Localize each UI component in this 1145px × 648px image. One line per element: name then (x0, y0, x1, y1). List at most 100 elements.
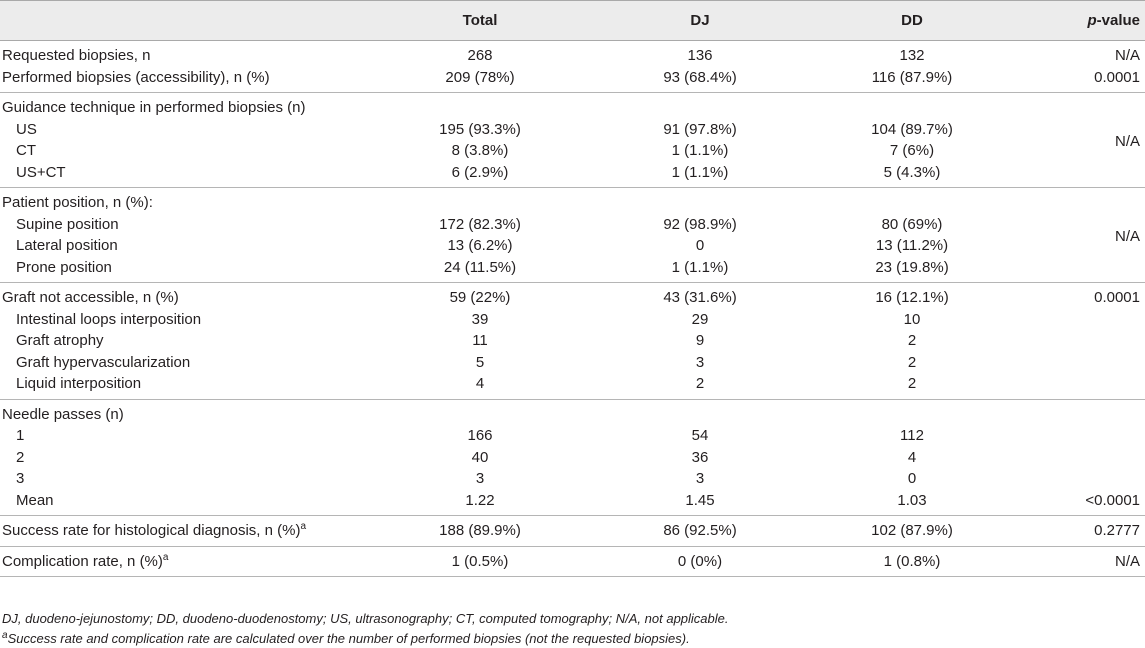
cell-p-value: N/A (1114, 552, 1140, 570)
row-label: Requested biopsies, n (2, 47, 151, 64)
cell-dj: 3 (695, 353, 705, 371)
cell-dd: 116 (87.9%) (871, 68, 953, 86)
cell-dd: 102 (87.9%) (871, 522, 953, 539)
cell-p-value: <0.0001 (1085, 491, 1140, 509)
cell-total: 1.22 (465, 491, 495, 509)
table-row: Lateral position 13 (6.2%) 0 13 (11.2%) (0, 235, 1145, 257)
row-label: Graft hypervascularization (16, 353, 191, 371)
cell-dd: 7 (6%) (889, 142, 935, 159)
cell-dd: 2 (907, 353, 917, 371)
table-row: Success rate for histological diagnosis,… (0, 520, 1145, 542)
header-total: Total (462, 12, 498, 29)
cell-dd: 5 (4.3%) (883, 163, 941, 181)
table-row: Intestinal loops interposition 39 29 10 (0, 309, 1145, 331)
table-row: Patient position, n (%): (0, 192, 1145, 214)
cell-total: 195 (93.3%) (439, 120, 521, 138)
row-group: Graft not accessible, n (%) 59 (22%) 43 (3… (0, 283, 1145, 400)
row-label: 3 (16, 470, 25, 487)
row-label: US (16, 120, 37, 138)
cell-total: 13 (6.2%) (447, 237, 513, 254)
cell-dj: 91 (97.8%) (663, 120, 737, 138)
cell-dj: 1 (1.1%) (671, 163, 729, 181)
cell-dd: 1 (0.8%) (883, 552, 941, 570)
table-row: Guidance technique in performed biopsies… (0, 97, 1145, 119)
cell-total: 6 (2.9%) (451, 163, 509, 181)
merged-p-value: N/A (1114, 228, 1140, 245)
cell-dj: 36 (691, 448, 709, 466)
table-row: 1 166 54 112 (0, 425, 1145, 447)
row-group: Needle passes (n) 1 166 54 112 2 40 36 4 3 3 3 0 Mean… (0, 400, 1145, 516)
table-row: Requested biopsies, n 268 136 132 N/A (0, 45, 1145, 67)
row-label: Lateral position (16, 237, 118, 254)
header-dd: DD (901, 12, 923, 29)
cell-dd: 0 (907, 470, 917, 487)
footnote-marker: a (300, 521, 307, 532)
table-row: 3 3 3 0 (0, 468, 1145, 490)
cell-dd: 10 (903, 310, 921, 328)
cell-total: 11 (472, 332, 488, 349)
row-label: Graft atrophy (16, 332, 104, 349)
table-body: Requested biopsies, n 268 136 132 N/A Perform… (0, 41, 1145, 577)
cell-dd: 2 (907, 375, 917, 392)
row-label: Mean (16, 491, 54, 509)
cell-dj: 29 (691, 310, 709, 328)
cell-dd: 1.03 (897, 491, 927, 509)
cell-p-value: 0.2777 (1094, 522, 1140, 539)
cell-dd: 112 (900, 427, 924, 444)
cell-dd: 104 (89.7%) (871, 120, 953, 138)
cell-total: 166 (467, 427, 493, 444)
table-row: US+CT 6 (2.9%) 1 (1.1%) 5 (4.3%) (0, 162, 1145, 184)
cell-dd: 4 (907, 448, 917, 466)
row-label: 2 (16, 448, 25, 466)
row-label: Intestinal loops interposition (16, 310, 202, 328)
cell-total: 5 (475, 353, 485, 371)
row-label: Success rate for histological diagnosis,… (2, 521, 307, 540)
cell-dj: 2 (695, 375, 705, 392)
cell-total: 8 (3.8%) (451, 142, 509, 159)
cell-total: 1 (0.5%) (451, 552, 509, 570)
cell-dj: 136 (687, 47, 713, 64)
cell-total: 268 (467, 47, 493, 64)
table-row: Graft hypervascularization 5 3 2 (0, 352, 1145, 374)
row-group: Requested biopsies, n 268 136 132 N/A Perform… (0, 41, 1145, 93)
row-label: Liquid interposition (16, 375, 142, 392)
cell-dd: 2 (907, 332, 917, 349)
cell-dd: 132 (899, 47, 925, 64)
cell-dj: 93 (68.4%) (663, 68, 737, 86)
cell-total: 172 (82.3%) (439, 215, 521, 233)
row-label: 1 (16, 427, 25, 444)
table-row: Complication rate, n (%)a 1 (0.5%) 0 (0%) 1… (0, 551, 1145, 573)
row-label: Guidance technique in performed biopsies… (2, 99, 306, 116)
row-label: US+CT (16, 163, 66, 181)
table-row: Graft not accessible, n (%) 59 (22%) 43 (3… (0, 287, 1145, 309)
cell-total: 188 (89.9%) (439, 522, 521, 539)
cell-dj: 1 (1.1%) (671, 258, 729, 276)
cell-p-value: 0.0001 (1094, 289, 1140, 306)
row-group: Guidance technique in performed biopsies… (0, 93, 1145, 188)
cell-dj: 92 (98.9%) (663, 215, 737, 233)
cell-dj: 1 (1.1%) (671, 142, 729, 159)
table-header: Total DJ DD p-value (0, 0, 1145, 41)
row-label: Performed biopsies (accessibility), n (%… (2, 68, 270, 86)
row-label: Needle passes (n) (2, 405, 124, 423)
cell-dj: 9 (695, 332, 705, 349)
header-dj: DJ (690, 12, 710, 29)
cell-dd: 13 (11.2%) (875, 237, 949, 254)
cell-total: 209 (78%) (445, 68, 515, 86)
table-row: Mean 1.22 1.45 1.03 <0.0001 (0, 490, 1145, 512)
table-row: CT 8 (3.8%) 1 (1.1%) 7 (6%) (0, 140, 1145, 162)
cell-total: 3 (475, 470, 485, 487)
table-row: US 195 (93.3%) 91 (97.8%) 104 (89.7%) (0, 119, 1145, 141)
row-label: Supine position (16, 215, 119, 233)
cell-total: 40 (471, 448, 489, 466)
table-row: Supine position 172 (82.3%) 92 (98.9%) 80 (… (0, 214, 1145, 236)
row-label: Graft not accessible, n (%) (2, 289, 179, 306)
table-row: Performed biopsies (accessibility), n (%… (0, 67, 1145, 89)
cell-dd: 80 (69%) (881, 215, 943, 233)
cell-total: 39 (471, 310, 489, 328)
table-row: 2 40 36 4 (0, 447, 1145, 469)
cell-dj: 54 (691, 427, 709, 444)
cell-dj: 86 (92.5%) (663, 522, 737, 539)
footnote-abbreviations: DJ, duodeno-jejunostomy; DD, duodeno-duo… (2, 611, 729, 626)
merged-p-value: N/A (1114, 133, 1140, 150)
